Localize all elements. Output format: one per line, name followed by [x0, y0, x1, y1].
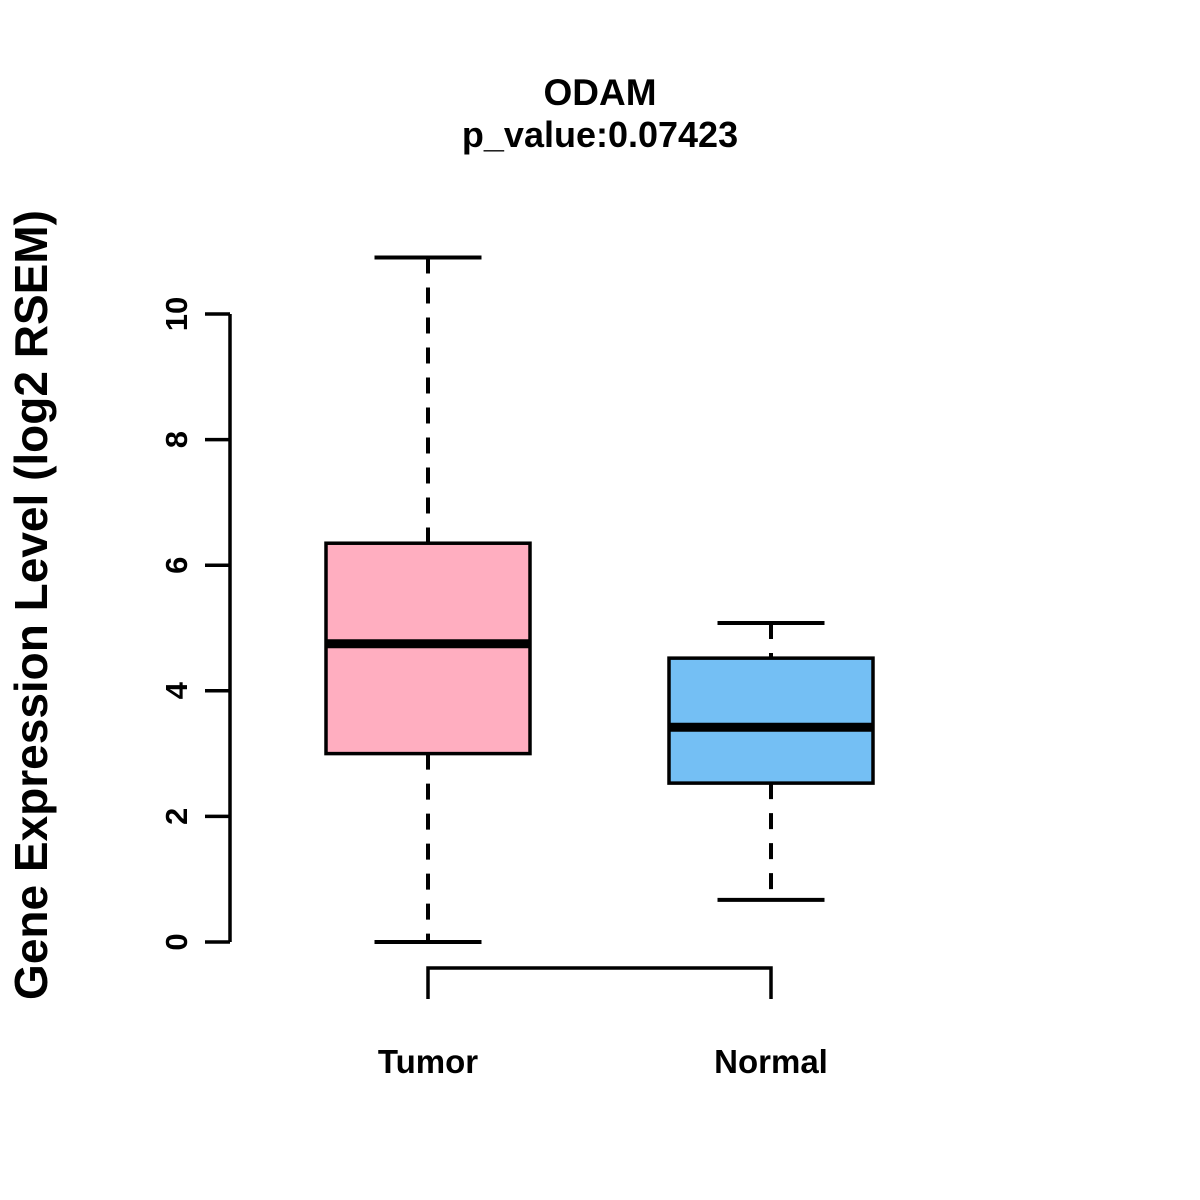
- y-axis-title: Gene Expression Level (log2 RSEM): [5, 210, 57, 1000]
- x-axis-bracket: [426, 966, 773, 999]
- x-category-label: Normal: [714, 1043, 828, 1080]
- chart-subtitle: p_value:0.07423: [462, 114, 738, 155]
- y-tick-label: 8: [159, 431, 194, 448]
- y-tick-label: 4: [159, 681, 194, 699]
- plot-body: 0 2 4 6 8 10 Tumor Normal: [159, 255, 875, 1080]
- y-tick-label: 10: [159, 297, 194, 331]
- box-normal: [667, 656, 875, 785]
- y-tick-label: 2: [159, 808, 194, 825]
- chart-title: ODAM: [543, 72, 656, 113]
- y-tick-label: 6: [159, 557, 194, 574]
- box-tumor: [324, 541, 532, 756]
- y-tick-label: 0: [159, 933, 194, 950]
- x-category-label: Tumor: [378, 1043, 478, 1080]
